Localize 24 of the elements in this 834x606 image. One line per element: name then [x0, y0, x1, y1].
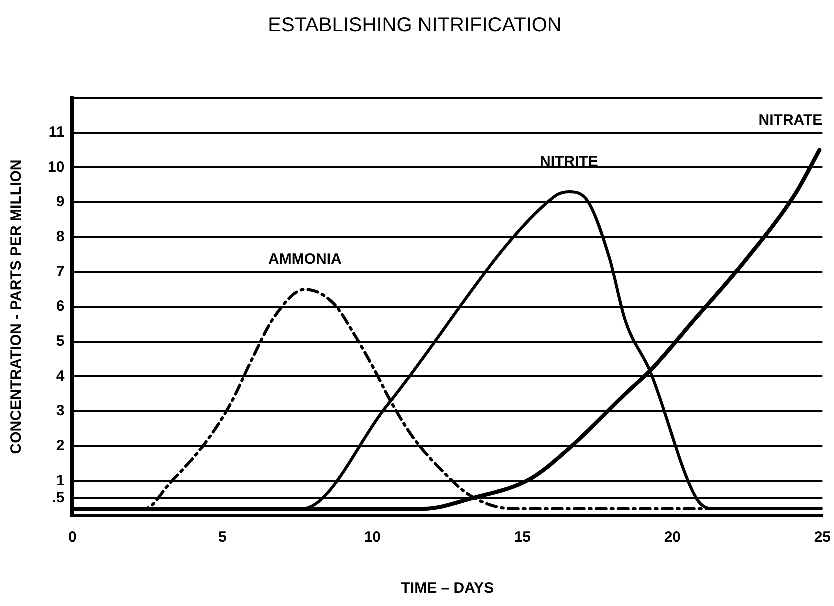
y-tick-label: 2: [56, 437, 65, 454]
y-tick-label: 8: [56, 228, 65, 246]
y-tick-label: 1: [56, 472, 65, 490]
chart-title: ESTABLISHING NITRIFICATION: [268, 14, 562, 37]
series-label: NITRITE: [540, 154, 598, 171]
x-axis-title: TIME – DAYS: [401, 580, 494, 598]
x-tick-label: 5: [218, 529, 227, 546]
y-tick-label: 11: [48, 124, 65, 141]
series-label: AMMONIA: [268, 251, 342, 268]
x-tick-label: 20: [664, 529, 682, 546]
series-label: NITRATE: [758, 112, 823, 129]
y-tick-label: 7: [56, 263, 65, 280]
x-tick-label: 10: [364, 529, 382, 546]
y-tick-label: 9: [56, 194, 65, 211]
y-tick-label: 4: [56, 368, 66, 385]
y-tick-label: 10: [48, 158, 65, 176]
y-axis-title: CONCENTRATION - PARTS PER MILLION: [8, 160, 26, 454]
x-tick-label: 0: [68, 529, 77, 546]
y-tick-label: .5: [52, 490, 65, 507]
y-tick-label: 3: [56, 402, 65, 420]
x-tick-label: 15: [514, 529, 532, 546]
y-tick-label: 6: [56, 298, 65, 316]
y-tick-label: 5: [56, 332, 65, 350]
x-tick-label: 25: [814, 529, 831, 546]
